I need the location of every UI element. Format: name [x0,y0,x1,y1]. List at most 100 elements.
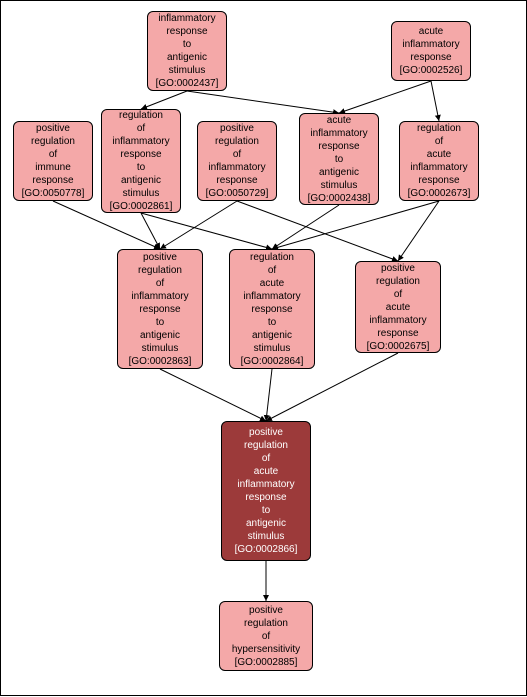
node-label-line: regulation [119,109,163,122]
node-label-line: of [49,148,57,161]
edge-n3-n7 [141,213,160,249]
edge-n0-n3 [141,91,187,109]
node-label-line: [GO:0002673] [408,187,471,200]
node-label-line: [GO:0050778] [22,187,85,200]
node-label-line: regulation [376,275,420,288]
node-n3: regulationofinflammatoryresponsetoantige… [101,109,181,213]
node-label-line: stimulus [248,530,285,543]
node-label-line: positive [381,262,415,275]
node-n8: regulationofacuteinflammatoryresponsetoa… [229,249,315,369]
node-label-line: acute [419,25,443,38]
node-label-line: regulation [244,617,288,630]
node-label-line: antigenic [252,329,292,342]
node-label-line: inflammatory [402,38,459,51]
node-label-line: antigenic [121,174,161,187]
node-label-line: regulation [31,135,75,148]
node-label-line: inflammatory [410,161,467,174]
node-label-line: inflammatory [369,314,426,327]
node-label-line: stimulus [321,179,358,192]
edge-n6-n9 [398,201,439,261]
node-label-line: stimulus [254,342,291,355]
node-label-line: to [262,504,270,517]
node-label-line: acute [254,465,278,478]
node-label-line: positive [143,251,177,264]
node-label-line: to [335,153,343,166]
node-n7: positiveregulationofinflammatoryresponse… [117,249,203,369]
node-label-line: [GO:0002675] [367,340,430,353]
diagram-canvas: inflammatoryresponsetoantigenicstimulus[… [0,0,527,696]
node-label-line: [GO:0002526] [400,64,463,77]
node-label-line: [GO:0002885] [235,656,298,669]
node-label-line: positive [36,122,70,135]
node-label-line: of [394,288,402,301]
node-n1: acuteinflammatoryresponse[GO:0002526] [391,21,471,81]
node-label-line: positive [249,426,283,439]
node-label-line: response [166,25,207,38]
node-label-line: [GO:0002438] [308,192,371,205]
node-label-line: regulation [244,439,288,452]
node-label-line: acute [260,277,284,290]
node-label-line: immune [35,161,71,174]
node-label-line: inflammatory [237,478,294,491]
node-label-line: to [156,316,164,329]
node-n2: positiveregulationofimmuneresponse[GO:00… [13,121,93,201]
node-label-line: of [137,122,145,135]
node-n4: positiveregulationofinflammatoryresponse… [197,121,277,201]
node-label-line: inflammatory [310,127,367,140]
node-label-line: stimulus [123,187,160,200]
node-label-line: inflammatory [208,161,265,174]
edge-n6-n8 [272,201,439,249]
edge-n7-n10 [160,369,266,421]
node-label-line: of [435,135,443,148]
node-label-line: response [245,491,286,504]
node-label-line: antigenic [140,329,180,342]
edge-n3-n8 [141,213,272,249]
node-label-line: of [262,452,270,465]
node-label-line: [GO:0002866] [235,543,298,556]
node-n11: positiveregulationofhypersensitivity[GO:… [219,601,313,671]
node-label-line: response [32,174,73,187]
edge-n8-n10 [266,369,272,421]
node-label-line: to [137,161,145,174]
node-n5: acuteinflammatoryresponsetoantigenicstim… [299,113,379,205]
node-label-line: response [120,148,161,161]
edge-n1-n5 [339,81,431,113]
node-label-line: [GO:0002437] [156,77,219,90]
node-label-line: antigenic [167,51,207,64]
node-label-line: regulation [215,135,259,148]
node-label-line: antigenic [319,166,359,179]
node-label-line: positive [249,604,283,617]
node-n6: regulationofacuteinflammatoryresponse[GO… [399,121,479,201]
node-label-line: acute [427,148,451,161]
node-label-line: to [268,316,276,329]
node-label-line: [GO:0002861] [110,200,173,213]
node-label-line: inflammatory [112,135,169,148]
node-label-line: response [251,303,292,316]
node-n10: positiveregulationofacuteinflammatoryres… [221,421,311,561]
node-label-line: inflammatory [131,290,188,303]
node-label-line: antigenic [246,517,286,530]
node-label-line: response [216,174,257,187]
node-label-line: response [410,51,451,64]
node-label-line: regulation [138,264,182,277]
node-label-line: of [156,277,164,290]
node-label-line: [GO:0002864] [241,355,304,368]
node-label-line: of [262,630,270,643]
node-label-line: response [418,174,459,187]
node-label-line: stimulus [169,64,206,77]
node-label-line: stimulus [142,342,179,355]
node-label-line: regulation [250,251,294,264]
node-n0: inflammatoryresponsetoantigenicstimulus[… [147,11,227,91]
node-label-line: response [318,140,359,153]
node-label-line: inflammatory [158,12,215,25]
node-label-line: of [233,148,241,161]
node-label-line: acute [386,301,410,314]
node-label-line: regulation [417,122,461,135]
edge-n1-n6 [431,81,439,121]
node-label-line: of [268,264,276,277]
node-label-line: response [139,303,180,316]
node-label-line: [GO:0002863] [129,355,192,368]
node-label-line: response [377,327,418,340]
edge-n0-n5 [187,91,339,113]
node-label-line: to [183,38,191,51]
